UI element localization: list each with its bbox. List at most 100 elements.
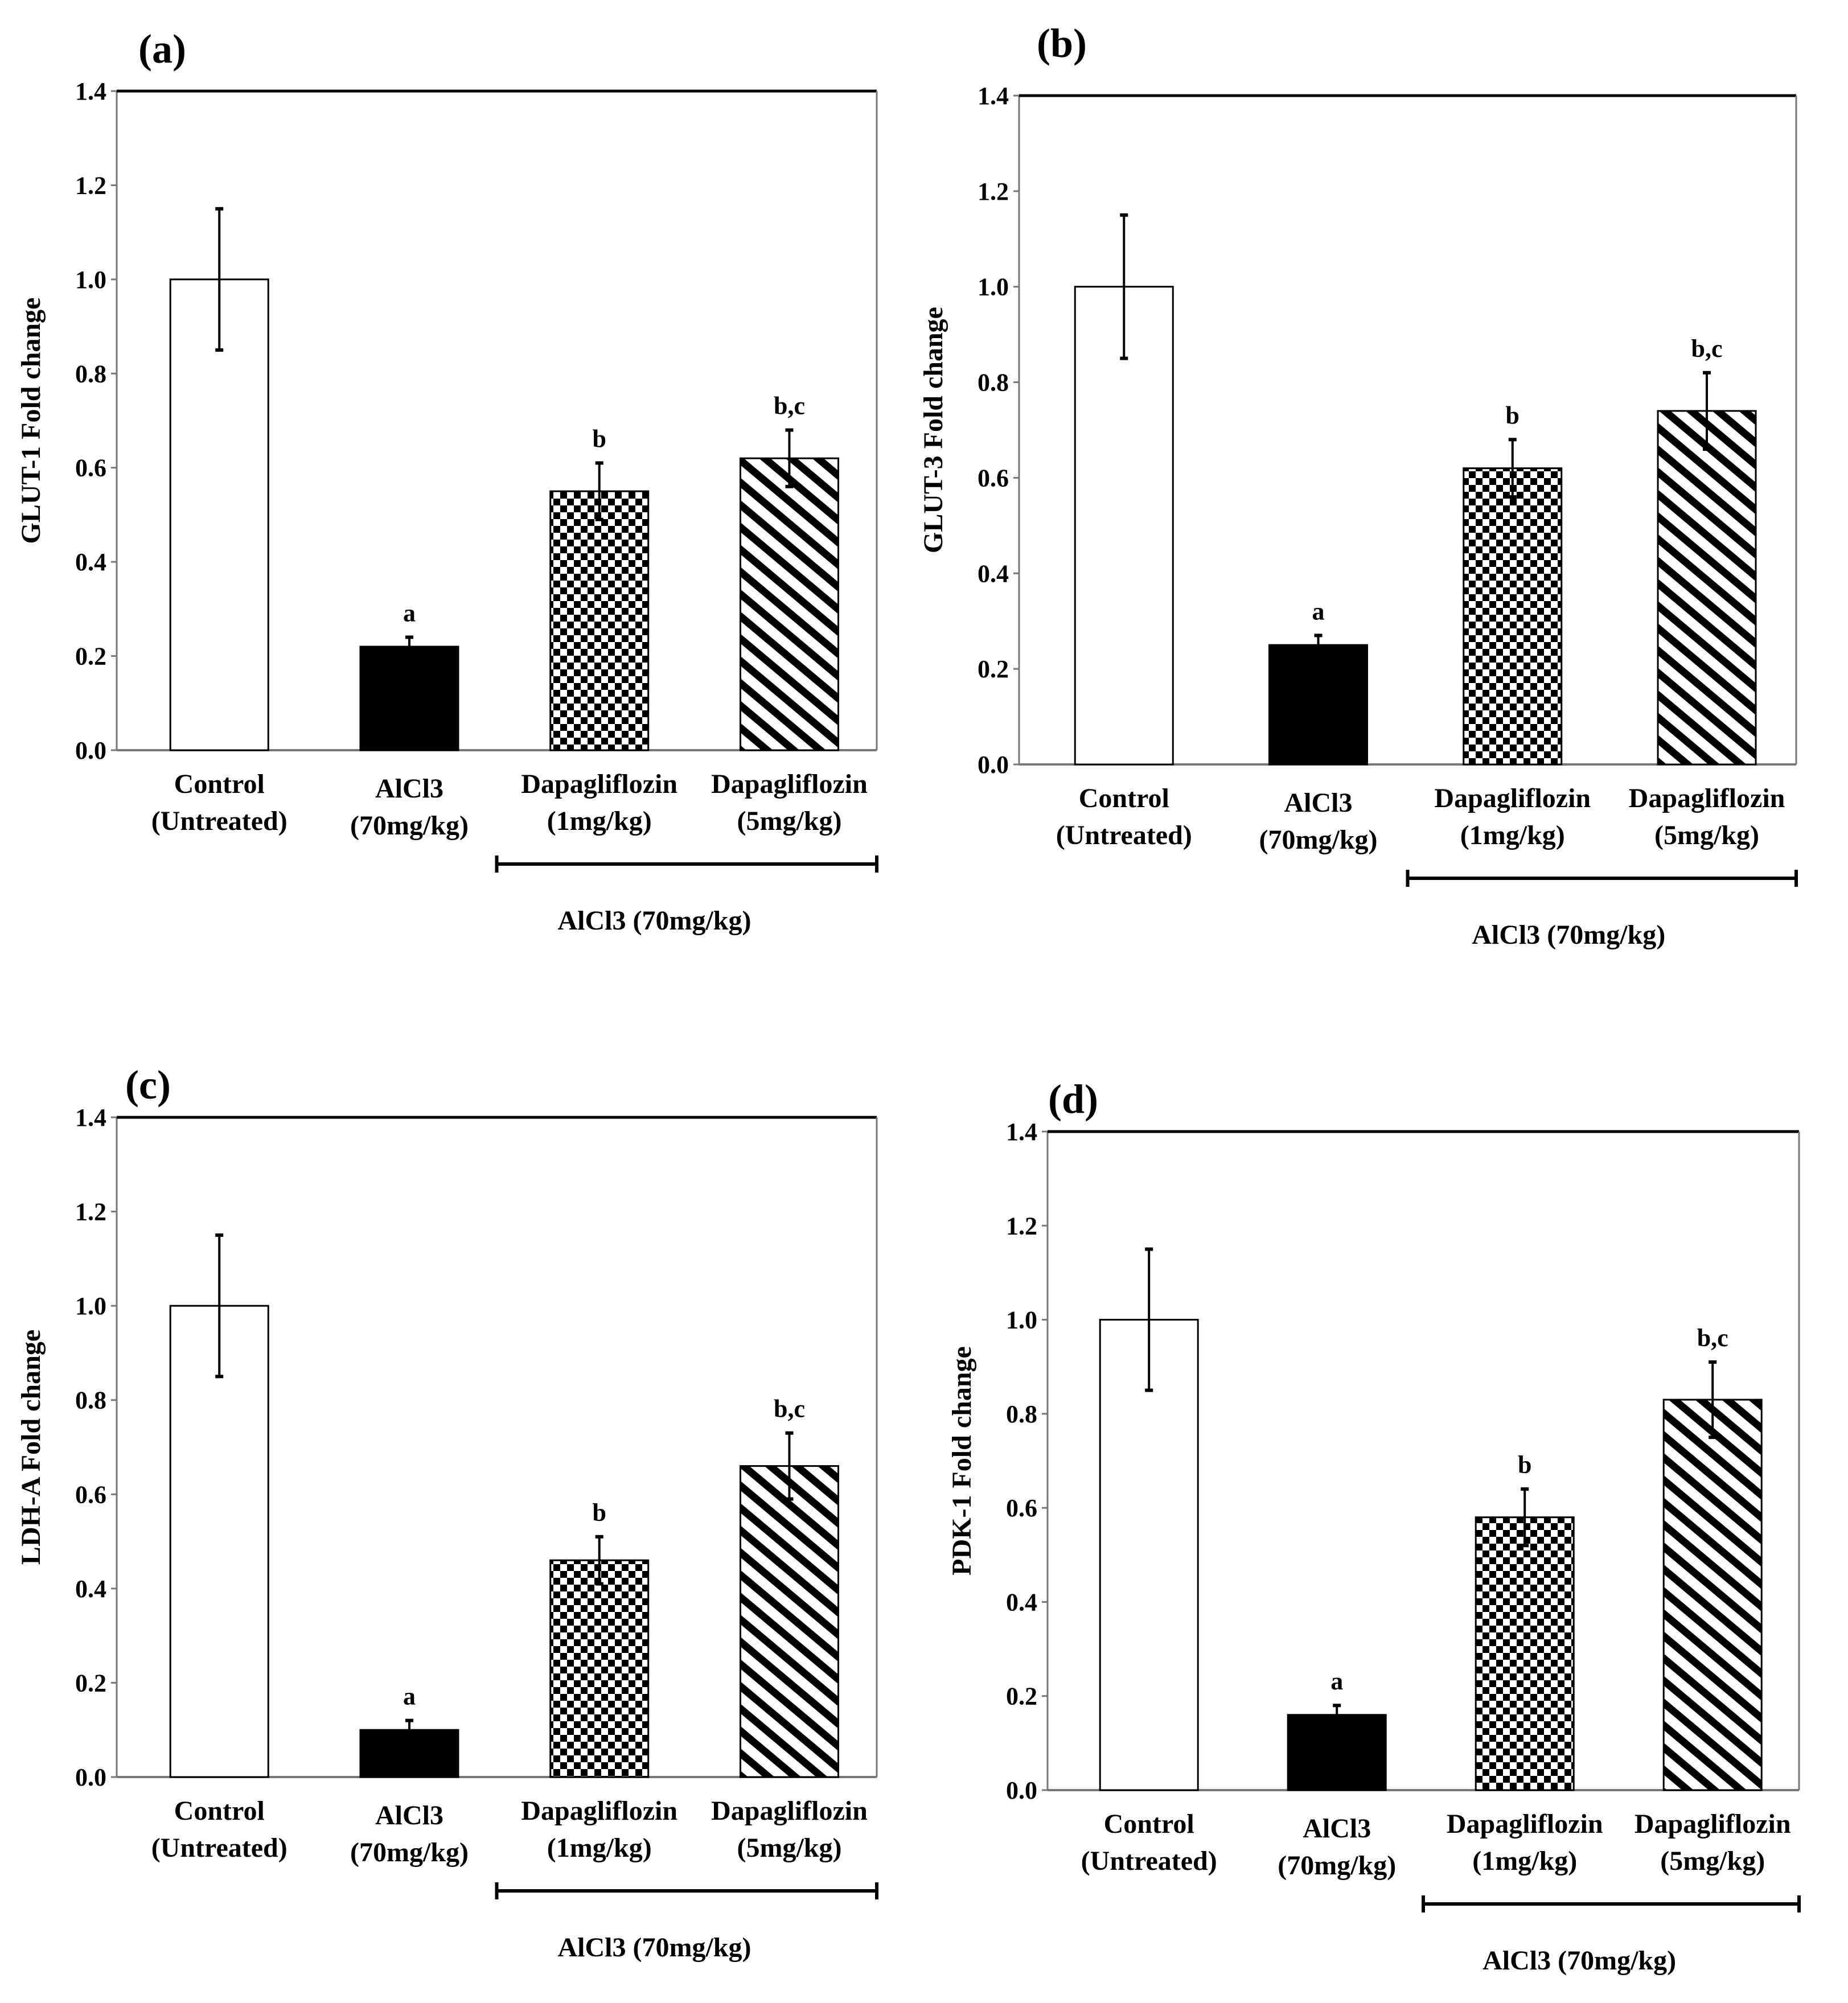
chart-panel: (b) 0.0 0.2 0.4 0.6 0.8 1.0 1.2 1.4 GLUT-3 Fold c… [918, 20, 1798, 950]
y-tick-label: 0.4 [978, 560, 1009, 587]
bar [1099, 1319, 1199, 1791]
significance-label: b,c [774, 392, 805, 420]
x-tick-label: AlCl3 [375, 774, 443, 804]
y-tick-label: 1.0 [75, 266, 106, 294]
y-tick-label: 1.2 [978, 178, 1009, 205]
x-tick-label: (5mg/kg) [737, 1833, 841, 1863]
chart-panel: (d) 0.0 0.2 0.4 0.6 0.8 1.0 1.2 1.4 PDK-1 Fold ch… [947, 1076, 1801, 1976]
x-tick-label: Dapagliflozin [1434, 783, 1591, 813]
y-tick-label: 0.0 [75, 1763, 106, 1791]
significance-label: a [403, 599, 416, 627]
bar [549, 490, 650, 751]
x-tick-label: (1mg/kg) [547, 1833, 652, 1863]
group-label: AlCl3 (70mg/kg) [557, 1932, 751, 1963]
y-tick-label: 1.0 [978, 273, 1009, 301]
y-tick-label: 1.2 [75, 171, 106, 199]
x-tick-label: (70mg/kg) [1259, 825, 1378, 855]
y-tick-label: 0.0 [1006, 1776, 1037, 1804]
y-tick-label: 1.4 [978, 82, 1009, 110]
bar [1074, 286, 1174, 766]
y-tick-label: 1.2 [75, 1198, 106, 1226]
y-tick-label: 0.4 [75, 548, 106, 576]
significance-label: b,c [1691, 335, 1723, 363]
x-tick-label: (5mg/kg) [1660, 1846, 1765, 1876]
x-tick-label: (Untreated) [151, 1833, 288, 1863]
x-tick-label: Dapagliflozin [711, 1796, 868, 1826]
y-tick-label: 0.8 [978, 369, 1009, 397]
x-tick-label: AlCl3 [375, 1800, 443, 1831]
significance-label: b,c [1697, 1324, 1728, 1352]
bar [1475, 1516, 1575, 1791]
significance-label: a [1330, 1667, 1343, 1695]
x-tick-label: (Untreated) [1056, 820, 1192, 850]
y-tick-label: 1.4 [1006, 1118, 1037, 1146]
y-axis-label: GLUT-3 Fold change [918, 307, 948, 553]
x-tick-label: Dapagliflozin [1635, 1809, 1791, 1839]
y-tick-label: 0.0 [978, 751, 1009, 779]
x-tick-label: Dapagliflozin [521, 1796, 677, 1826]
panel-label: (a) [138, 26, 186, 72]
bar [1662, 1399, 1763, 1791]
y-axis-label: GLUT-1 Fold change [16, 298, 46, 544]
x-tick-label: (70mg/kg) [350, 1837, 469, 1868]
significance-label: b,c [774, 1395, 805, 1423]
bar [359, 645, 459, 751]
panel-label: (c) [125, 1062, 171, 1108]
y-tick-label: 0.2 [978, 655, 1009, 683]
y-tick-label: 0.0 [75, 737, 106, 764]
x-tick-label: Control [1079, 783, 1169, 813]
x-tick-label: (5mg/kg) [737, 806, 841, 836]
x-tick-label: (Untreated) [151, 806, 288, 836]
bar [1657, 410, 1757, 766]
y-tick-label: 0.8 [75, 1387, 106, 1414]
significance-label: b [592, 1499, 606, 1527]
y-tick-label: 0.4 [1006, 1588, 1037, 1616]
bar [169, 278, 269, 751]
y-tick-label: 0.8 [1006, 1400, 1037, 1428]
y-tick-label: 0.6 [978, 464, 1009, 492]
significance-label: a [1312, 597, 1325, 625]
y-tick-label: 0.4 [75, 1575, 106, 1603]
x-tick-label: Dapagliflozin [521, 769, 677, 799]
x-tick-label: Control [1104, 1809, 1194, 1839]
x-tick-label: (70mg/kg) [1278, 1850, 1396, 1881]
x-tick-label: (Untreated) [1081, 1846, 1217, 1876]
y-tick-label: 0.6 [1006, 1494, 1037, 1522]
bar [1463, 467, 1563, 766]
group-label: AlCl3 (70mg/kg) [557, 906, 751, 936]
bar [549, 1559, 650, 1778]
y-tick-label: 0.6 [75, 1480, 106, 1508]
x-tick-label: (1mg/kg) [1472, 1846, 1577, 1876]
bar [1287, 1714, 1387, 1791]
y-tick-label: 0.6 [75, 454, 106, 482]
x-tick-label: Dapagliflozin [1447, 1809, 1603, 1839]
panel-label: (d) [1048, 1076, 1098, 1122]
x-tick-label: (5mg/kg) [1654, 820, 1759, 850]
x-tick-label: (1mg/kg) [547, 806, 652, 836]
bar [739, 457, 839, 751]
panel-label: (b) [1037, 20, 1087, 66]
significance-label: a [403, 1683, 416, 1710]
y-tick-label: 1.0 [1006, 1306, 1037, 1334]
x-tick-label: Control [174, 1796, 265, 1826]
group-label: AlCl3 (70mg/kg) [1482, 1946, 1676, 1976]
chart-panel: (a) 0.0 0.2 0.4 0.6 0.8 1.0 1.2 1.4 GLUT-1 Fold c… [16, 26, 878, 936]
x-tick-label: Dapagliflozin [711, 769, 868, 799]
significance-label: b [1518, 1451, 1531, 1479]
bar [739, 1465, 839, 1778]
bar [1268, 644, 1369, 766]
x-tick-label: AlCl3 [1284, 788, 1353, 818]
y-tick-label: 0.8 [75, 360, 106, 388]
y-tick-label: 0.2 [75, 1669, 106, 1697]
y-tick-label: 0.2 [1006, 1683, 1037, 1710]
x-tick-label: Dapagliflozin [1629, 783, 1785, 813]
y-tick-label: 1.2 [1006, 1212, 1037, 1240]
bar [169, 1305, 269, 1778]
x-tick-label: (1mg/kg) [1460, 820, 1565, 850]
x-tick-label: AlCl3 [1303, 1813, 1371, 1844]
y-tick-label: 1.4 [75, 1104, 106, 1132]
y-tick-label: 0.2 [75, 643, 106, 671]
chart-panel: (c) 0.0 0.2 0.4 0.6 0.8 1.0 1.2 1.4 LDH-A Fold ch… [16, 1062, 878, 1963]
y-axis-label: LDH-A Fold change [16, 1330, 46, 1565]
